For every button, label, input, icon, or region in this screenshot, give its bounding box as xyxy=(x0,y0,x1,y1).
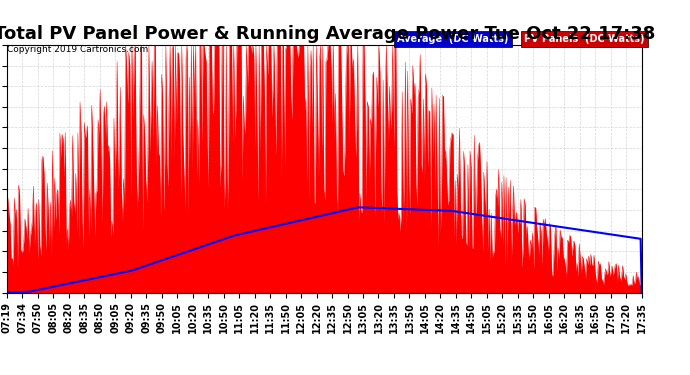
Text: PV Panels  (DC Watts): PV Panels (DC Watts) xyxy=(524,34,644,44)
Text: Copyright 2019 Cartronics.com: Copyright 2019 Cartronics.com xyxy=(7,45,148,54)
Title: Total PV Panel Power & Running Average Power Tue Oct 22 17:38: Total PV Panel Power & Running Average P… xyxy=(0,26,655,44)
Text: Average  (DC Watts): Average (DC Watts) xyxy=(397,34,509,44)
